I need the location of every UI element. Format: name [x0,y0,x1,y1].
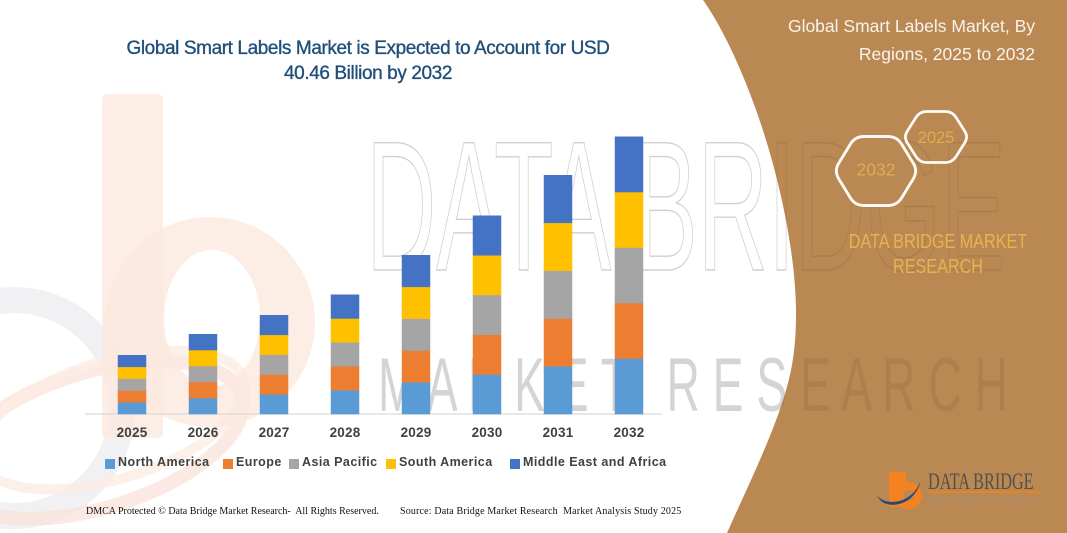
svg-text:MARKET RESEARCH REPORTS: MARKET RESEARCH REPORTS [928,498,1034,504]
svg-text:2032: 2032 [857,160,896,180]
svg-text:2025: 2025 [918,129,955,147]
svg-text:DATA BRIDGE: DATA BRIDGE [928,468,1034,495]
